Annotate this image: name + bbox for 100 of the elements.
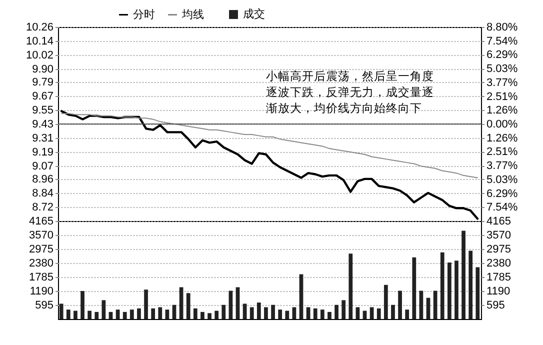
- bar: [214, 310, 219, 319]
- y-tick-label: 9.90: [32, 64, 54, 76]
- y2-tick-label: 1.26%: [486, 132, 518, 144]
- bar: [342, 300, 346, 319]
- bar: [398, 290, 402, 319]
- bar: [102, 300, 106, 319]
- bar: [356, 307, 360, 319]
- bar: [59, 304, 64, 319]
- bar: [468, 250, 473, 319]
- bar: [250, 307, 254, 319]
- y2-tick-label: 2.51%: [486, 90, 518, 103]
- y2-tick-label: 3570: [486, 230, 511, 242]
- bar: [292, 307, 296, 319]
- y2-tick-label: 2975: [486, 244, 511, 256]
- y-tick-label: 9.79: [32, 76, 54, 88]
- bar: [165, 310, 170, 319]
- bar: [299, 274, 304, 319]
- bar: [137, 308, 141, 319]
- bar: [285, 310, 290, 319]
- y-tick-label: 8.84: [32, 187, 54, 200]
- y2-tick-label: 7.54%: [486, 35, 518, 48]
- y-tick-label: 4165: [29, 216, 54, 228]
- bar: [391, 304, 395, 319]
- y2-tick-label: 6.29%: [486, 49, 518, 62]
- bar: [256, 302, 261, 319]
- bar: [306, 307, 310, 319]
- bar: [88, 310, 92, 319]
- line-series: [61, 112, 478, 178]
- legend-label: 成交: [243, 8, 265, 20]
- y2-tick-label: 1190: [486, 286, 510, 298]
- y2-tick-label: 2380: [486, 258, 511, 270]
- y-tick-label: 9.67: [32, 90, 54, 102]
- bar: [130, 310, 134, 319]
- y2-tick-label: 2.51%: [486, 146, 518, 158]
- y2-tick-label: 3.77%: [486, 76, 518, 89]
- y2-tick-label: 595: [486, 300, 505, 312]
- bar: [376, 308, 381, 319]
- bar: [116, 310, 120, 319]
- y-tick-label: 9.19: [32, 146, 54, 159]
- bar: [454, 260, 458, 319]
- bar: [144, 290, 148, 319]
- bar: [80, 291, 84, 319]
- bar: [151, 308, 156, 319]
- y-tick-label: 9.55: [32, 104, 54, 116]
- y-tick-label: 1785: [29, 272, 54, 284]
- legend-label: 分时: [133, 8, 155, 21]
- y-tick-label: 595: [35, 300, 54, 312]
- bar: [370, 307, 374, 319]
- bar: [447, 262, 452, 319]
- y2-tick-label: 3.77%: [486, 160, 518, 172]
- y-tick-label: 2380: [29, 258, 54, 270]
- y-tick-label: 10.02: [26, 50, 54, 62]
- bar: [440, 252, 444, 319]
- bar: [264, 307, 268, 319]
- y-tick-label: 8.96: [32, 173, 54, 186]
- bar: [320, 310, 324, 319]
- bar: [348, 254, 353, 319]
- y2-tick-label: 5.03%: [486, 63, 518, 76]
- bar: [158, 307, 162, 319]
- bar: [222, 304, 226, 319]
- bar: [236, 287, 240, 319]
- y2-tick-label: 7.54%: [486, 202, 518, 214]
- bar: [200, 312, 204, 319]
- y2-tick-label: 0.00%: [486, 118, 518, 130]
- bar: [271, 304, 275, 319]
- bar: [122, 312, 127, 319]
- y2-tick-label: 1.26%: [486, 104, 518, 117]
- y2-tick-label: 5.03%: [486, 174, 518, 186]
- bar: [193, 308, 198, 319]
- legend-label: 均线: [181, 8, 204, 21]
- bar: [94, 312, 99, 319]
- bar: [179, 287, 184, 319]
- bar: [186, 293, 190, 319]
- y-tick-label: 9.07: [32, 160, 54, 173]
- y-tick-label: 3570: [29, 230, 54, 242]
- annotation: 小幅高开后震荡，然后呈一角度逐波下跌，反弹无力，成交量逐渐放大，均价线方向始终向下: [266, 69, 434, 115]
- bar: [74, 310, 78, 319]
- y-tick-label: 9.43: [32, 118, 54, 130]
- y-tick-label: 10.26: [26, 22, 54, 34]
- y2-tick-label: 8.80%: [486, 22, 518, 34]
- bar: [462, 230, 466, 319]
- bar: [242, 304, 247, 319]
- bar: [476, 267, 480, 319]
- bar: [328, 312, 332, 319]
- y2-tick-label: 6.29%: [486, 188, 518, 200]
- bar: [278, 310, 282, 319]
- bar: [433, 290, 438, 319]
- bar: [313, 308, 318, 319]
- bar: [334, 304, 338, 319]
- y-tick-label: 2975: [29, 244, 54, 256]
- bar: [208, 313, 212, 319]
- y-tick-label: 1190: [30, 286, 54, 298]
- y2-tick-label: 4165: [486, 216, 511, 228]
- bar: [405, 310, 410, 319]
- y-tick-label: 8.72: [32, 201, 54, 214]
- bar: [66, 310, 70, 319]
- y-tick-label: 9.31: [32, 132, 54, 145]
- y2-tick-label: 1785: [486, 272, 511, 284]
- bar: [384, 284, 388, 319]
- y-tick-label: 10.14: [26, 36, 54, 48]
